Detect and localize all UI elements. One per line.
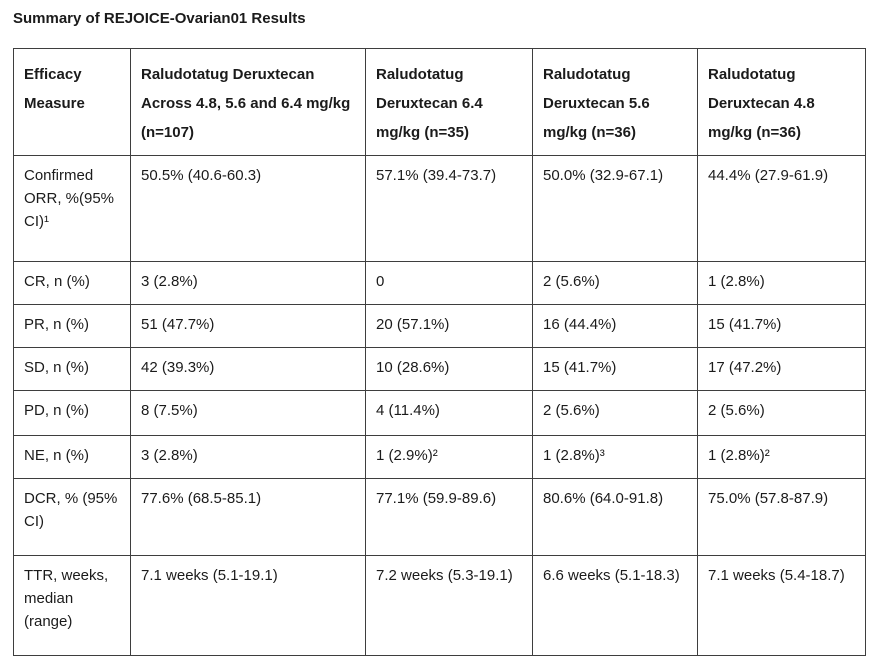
value-cell: 77.6% (68.5-85.1) — [130, 478, 366, 556]
value-cell: 75.0% (57.8-87.9) — [697, 478, 866, 556]
measure-cell: SD, n (%) — [13, 347, 131, 391]
value-cell: 10 (28.6%) — [365, 347, 533, 391]
table-row-pd: PD, n (%) 8 (7.5%) 4 (11.4%) 2 (5.6%) 2 … — [13, 390, 866, 436]
table-row-ttr: TTR, weeks, median (range) 7.1 weeks (5.… — [13, 555, 866, 656]
value-cell: 15 (41.7%) — [697, 304, 866, 348]
value-cell: 57.1% (39.4-73.7) — [365, 155, 533, 262]
value-cell: 44.4% (27.9-61.9) — [697, 155, 866, 262]
value-cell: 42 (39.3%) — [130, 347, 366, 391]
value-cell: 15 (41.7%) — [532, 347, 698, 391]
header-row: Efficacy Measure Raludotatug Deruxtecan … — [13, 48, 866, 156]
value-cell: 7.2 weeks (5.3-19.1) — [365, 555, 533, 656]
page-title: Summary of REJOICE-Ovarian01 Results — [13, 10, 306, 27]
value-cell: 7.1 weeks (5.1-19.1) — [130, 555, 366, 656]
value-cell: 7.1 weeks (5.4-18.7) — [697, 555, 866, 656]
measure-cell: CR, n (%) — [13, 261, 131, 305]
table-row-sd: SD, n (%) 42 (39.3%) 10 (28.6%) 15 (41.7… — [13, 347, 866, 391]
measure-cell: NE, n (%) — [13, 435, 131, 479]
value-cell: 50.5% (40.6-60.3) — [130, 155, 366, 262]
measure-cell: Confirmed ORR, %(95% CI)¹ — [13, 155, 131, 262]
value-cell: 4 (11.4%) — [365, 390, 533, 436]
value-cell: 1 (2.8%)³ — [532, 435, 698, 479]
value-cell: 50.0% (32.9-67.1) — [532, 155, 698, 262]
results-table: Efficacy Measure Raludotatug Deruxtecan … — [13, 48, 866, 656]
table-row-pr: PR, n (%) 51 (47.7%) 20 (57.1%) 16 (44.4… — [13, 304, 866, 348]
value-cell: 80.6% (64.0-91.8) — [532, 478, 698, 556]
column-header-efficacy-measure: Efficacy Measure — [13, 48, 131, 156]
table-row-dcr: DCR, % (95% CI) 77.6% (68.5-85.1) 77.1% … — [13, 478, 866, 556]
measure-cell: PR, n (%) — [13, 304, 131, 348]
measure-cell: DCR, % (95% CI) — [13, 478, 131, 556]
value-cell: 1 (2.8%) — [697, 261, 866, 305]
value-cell: 0 — [365, 261, 533, 305]
column-header-dose-6-4: Raludotatug Deruxtecan 6.4 mg/kg (n=35) — [365, 48, 533, 156]
value-cell: 3 (2.8%) — [130, 435, 366, 479]
table-row-cr: CR, n (%) 3 (2.8%) 0 2 (5.6%) 1 (2.8%) — [13, 261, 866, 305]
value-cell: 2 (5.6%) — [532, 390, 698, 436]
column-header-across-doses: Raludotatug Deruxtecan Across 4.8, 5.6 a… — [130, 48, 366, 156]
value-cell: 3 (2.8%) — [130, 261, 366, 305]
column-header-dose-5-6: Raludotatug Deruxtecan 5.6 mg/kg (n=36) — [532, 48, 698, 156]
table-row-confirmed-orr: Confirmed ORR, %(95% CI)¹ 50.5% (40.6-60… — [13, 155, 866, 262]
column-header-dose-4-8: Raludotatug Deruxtecan 4.8 mg/kg (n=36) — [697, 48, 866, 156]
value-cell: 1 (2.9%)² — [365, 435, 533, 479]
value-cell: 20 (57.1%) — [365, 304, 533, 348]
table-row-ne: NE, n (%) 3 (2.8%) 1 (2.9%)² 1 (2.8%)³ 1… — [13, 435, 866, 479]
measure-cell: TTR, weeks, median (range) — [13, 555, 131, 656]
value-cell: 16 (44.4%) — [532, 304, 698, 348]
value-cell: 2 (5.6%) — [532, 261, 698, 305]
value-cell: 77.1% (59.9-89.6) — [365, 478, 533, 556]
value-cell: 2 (5.6%) — [697, 390, 866, 436]
value-cell: 17 (47.2%) — [697, 347, 866, 391]
value-cell: 6.6 weeks (5.1-18.3) — [532, 555, 698, 656]
measure-cell: PD, n (%) — [13, 390, 131, 436]
value-cell: 8 (7.5%) — [130, 390, 366, 436]
value-cell: 1 (2.8%)² — [697, 435, 866, 479]
value-cell: 51 (47.7%) — [130, 304, 366, 348]
